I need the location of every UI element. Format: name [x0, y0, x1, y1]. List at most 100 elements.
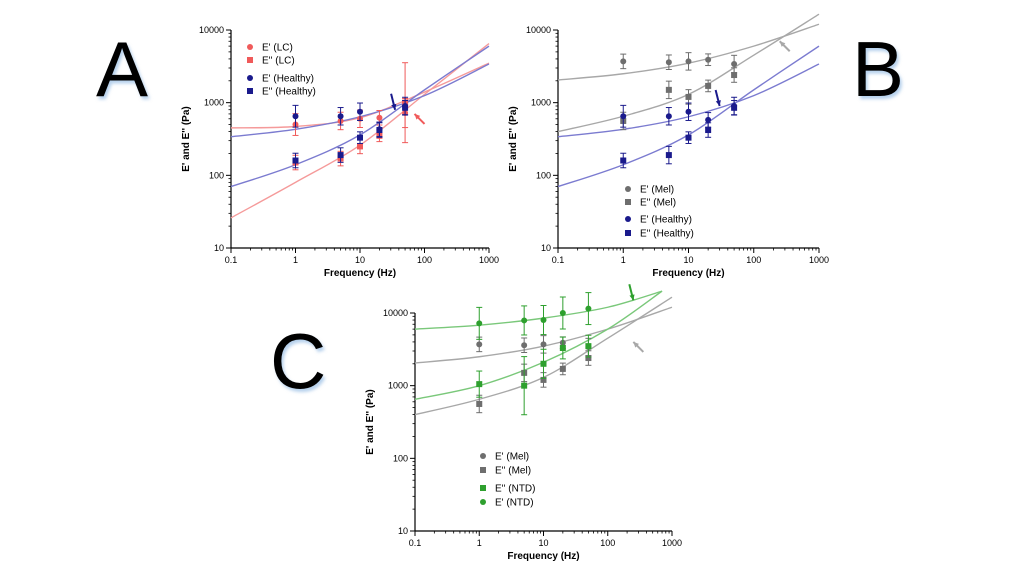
chart-panel-a: 0.1 1 10 100 1000 10 100 1000 10000 Frequency (Hz… — [181, 25, 499, 279]
legend-marker — [247, 88, 253, 94]
panel-label-c: C — [270, 317, 327, 405]
legend-marker — [480, 499, 486, 505]
legend-marker — [625, 199, 631, 205]
legend-label: E' (Mel) — [640, 185, 674, 196]
data-point — [585, 343, 592, 350]
data-point — [705, 56, 712, 63]
data-point — [521, 382, 528, 389]
annotation-arrow-head — [391, 103, 397, 110]
legend-marker — [625, 216, 631, 222]
legend-marker — [247, 57, 253, 63]
data-point — [620, 58, 627, 65]
data-point — [620, 157, 627, 164]
data-point — [376, 114, 383, 121]
x-tick-label: 1 — [293, 255, 298, 265]
data-point — [476, 341, 483, 348]
data-point — [357, 143, 363, 150]
data-point — [559, 344, 566, 351]
x-tick-label: 100 — [600, 538, 615, 548]
data-point — [357, 108, 363, 115]
x-tick-label: 1 — [621, 255, 626, 265]
annotation-arrow-head — [715, 100, 721, 106]
data-point — [337, 152, 344, 159]
data-point — [559, 310, 566, 316]
fit-curve — [230, 43, 490, 219]
x-tick-label: 0.1 — [225, 255, 238, 265]
data-point — [476, 400, 483, 407]
data-point — [685, 108, 692, 115]
data-point — [559, 365, 566, 372]
legend-marker — [625, 186, 631, 192]
x-tick-label: 10 — [355, 255, 365, 265]
x-axis-title: Frequency (Hz) — [324, 268, 396, 279]
data-point — [620, 113, 627, 120]
legend-label: E'' (Healthy) — [640, 229, 694, 240]
y-tick-label: 10 — [398, 526, 408, 536]
data-series — [292, 98, 409, 136]
data-point — [731, 104, 738, 111]
y-tick-label: 100 — [393, 453, 408, 463]
data-point — [540, 341, 547, 348]
y-tick-label: 10 — [541, 243, 551, 253]
data-series — [476, 292, 592, 340]
annotation-arrow-head — [629, 294, 635, 301]
legend-label: E'' (NTD) — [495, 484, 535, 495]
annotation-arrow-head — [414, 113, 421, 120]
legend-marker — [625, 230, 631, 236]
y-tick-label: 10000 — [383, 308, 408, 318]
legend-label: E'' (Mel) — [495, 466, 531, 477]
data-series — [476, 334, 592, 416]
data-series — [292, 96, 409, 138]
data-point — [337, 113, 344, 120]
legend-marker — [247, 44, 253, 50]
legend-marker — [247, 75, 253, 81]
y-tick-label: 100 — [209, 170, 224, 180]
data-point — [585, 355, 592, 362]
legend-marker — [480, 467, 486, 473]
data-point — [540, 376, 547, 383]
legend-label: E' (LC) — [262, 43, 293, 54]
y-axis-title: E' and E'' (Pa) — [508, 106, 519, 171]
x-tick-label: 0.1 — [409, 538, 422, 548]
x-tick-label: 1000 — [809, 255, 829, 265]
x-tick-label: 10 — [538, 538, 548, 548]
data-point — [705, 127, 712, 134]
data-point — [402, 104, 409, 111]
y-tick-label: 1000 — [388, 381, 408, 391]
data-point — [685, 58, 692, 65]
data-point — [665, 86, 672, 93]
legend-label: E'' (Mel) — [640, 198, 676, 209]
legend: E' (Mel) E'' (Mel) E'' (NTD) E' (NTD) — [480, 452, 535, 509]
x-axis-title: Frequency (Hz) — [507, 551, 579, 562]
y-tick-label: 1000 — [204, 98, 224, 108]
data-point — [665, 152, 672, 159]
data-point — [585, 305, 592, 312]
legend-label: E'' (LC) — [262, 56, 295, 67]
x-tick-label: 1000 — [662, 538, 682, 548]
legend-marker — [480, 485, 486, 491]
panel-label-b: B — [852, 25, 905, 113]
data-point — [731, 72, 738, 79]
legend-label: E' (Healthy) — [640, 215, 692, 226]
data-point — [665, 113, 672, 120]
x-tick-label: 100 — [417, 255, 432, 265]
panel-label-a: A — [96, 25, 149, 113]
y-tick-label: 100 — [536, 170, 551, 180]
data-point — [521, 342, 528, 349]
chart-panel-b: 0.1 1 10 100 1000 10 100 1000 10000 Frequency (Hz… — [508, 13, 829, 279]
x-tick-label: 1000 — [479, 255, 499, 265]
y-tick-label: 1000 — [531, 98, 551, 108]
legend-label: E' (NTD) — [495, 498, 534, 509]
annotation-arrow-head — [779, 41, 786, 47]
data-point — [705, 116, 712, 123]
legend: E' (LC) E'' (LC) E' (Healthy) E'' (Healthy) — [247, 43, 316, 98]
x-tick-label: 0.1 — [552, 255, 565, 265]
data-point — [476, 320, 483, 327]
legend-label: E'' (Healthy) — [262, 87, 316, 98]
data-point — [540, 317, 547, 324]
data-point — [357, 134, 363, 141]
x-tick-label: 10 — [683, 255, 693, 265]
y-axis-title: E' and E'' (Pa) — [365, 389, 376, 454]
annotation-arrow-head — [633, 341, 639, 348]
